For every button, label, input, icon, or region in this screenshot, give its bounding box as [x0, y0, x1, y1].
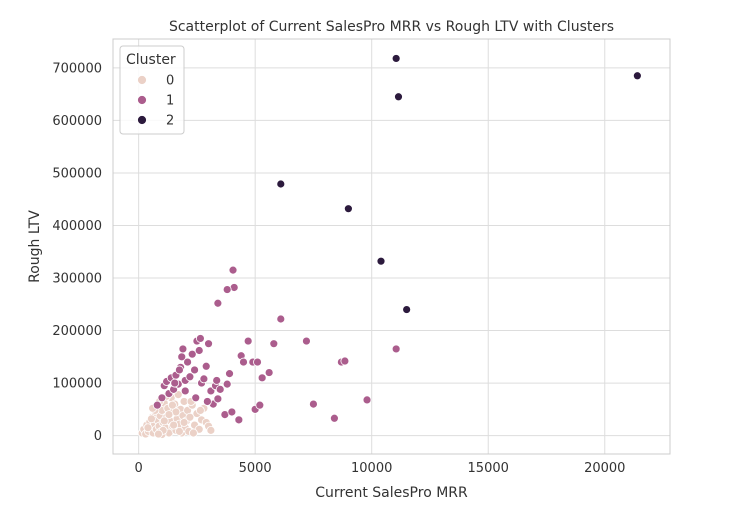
y-tick-label: 400000	[52, 219, 102, 234]
data-point-cluster-1	[362, 395, 372, 405]
data-point-cluster-0	[195, 405, 205, 415]
data-point-cluster-1	[228, 265, 238, 275]
data-point-cluster-2	[402, 305, 412, 314]
data-point-cluster-1	[204, 339, 213, 349]
data-point-cluster-1	[187, 349, 197, 359]
data-point-cluster-1	[340, 356, 350, 366]
data-point-cluster-0	[169, 420, 178, 430]
data-point-cluster-1	[391, 344, 401, 354]
x-tick-label: 10000	[351, 461, 392, 476]
data-point-cluster-1	[201, 361, 211, 371]
data-point-cluster-1	[185, 372, 195, 382]
data-point-cluster-1	[195, 334, 205, 343]
plot-frame	[112, 38, 671, 455]
data-point-cluster-2	[343, 204, 353, 214]
data-point-cluster-2	[376, 256, 386, 266]
data-point-cluster-1	[213, 298, 223, 308]
data-point-cluster-1	[157, 393, 167, 403]
legend-label-2: 2	[166, 114, 174, 129]
data-point-cluster-0	[143, 423, 153, 433]
data-point-cluster-1	[253, 357, 262, 367]
legend: Cluster 0 1 2	[119, 45, 185, 135]
x-axis-label: Current SalesPro MRR	[315, 485, 468, 501]
data-point-cluster-1	[194, 346, 204, 355]
data-point-cluster-0	[175, 427, 184, 436]
legend-label-1: 1	[166, 94, 174, 109]
data-point-cluster-1	[239, 357, 248, 367]
data-point-cluster-0	[185, 412, 195, 422]
data-point-cluster-1	[222, 379, 232, 389]
data-point-cluster-0	[147, 414, 156, 424]
data-point-cluster-1	[255, 400, 265, 410]
data-point-cluster-1	[302, 336, 311, 346]
data-point-cluster-0	[206, 425, 216, 435]
data-point-cluster-0	[189, 428, 198, 438]
data-point-cluster-1	[330, 413, 339, 423]
y-tick-label: 500000	[52, 166, 102, 181]
y-tick-label: 600000	[52, 114, 102, 129]
data-point-cluster-1	[199, 374, 209, 384]
data-point-cluster-1	[180, 386, 190, 396]
data-point-cluster-1	[257, 373, 267, 383]
chart-title: Scatterplot of Current SalesPro MRR vs R…	[169, 19, 614, 35]
legend-marker-0	[137, 75, 147, 85]
data-point-cluster-1	[152, 400, 162, 410]
data-point-cluster-2	[391, 54, 401, 63]
data-point-cluster-1	[227, 407, 237, 417]
x-tick-label: 5000	[239, 461, 272, 476]
data-point-cluster-1	[183, 357, 192, 367]
x-tick-label: 0	[134, 461, 142, 476]
data-point-cluster-1	[202, 397, 212, 406]
data-point-cluster-1	[309, 399, 318, 409]
data-point-cluster-2	[394, 92, 403, 102]
data-point-cluster-0	[164, 410, 174, 420]
data-points	[137, 54, 642, 439]
y-tick-label: 200000	[52, 324, 102, 339]
data-point-cluster-1	[269, 339, 279, 349]
data-point-cluster-0	[168, 400, 177, 410]
y-tick-label: 300000	[52, 272, 102, 287]
data-point-cluster-1	[234, 415, 244, 425]
grid-lines	[113, 39, 670, 454]
data-point-cluster-2	[632, 71, 642, 81]
data-point-cluster-0	[179, 418, 189, 427]
data-point-cluster-2	[276, 179, 286, 189]
data-point-cluster-1	[264, 368, 274, 377]
data-point-cluster-1	[225, 369, 234, 379]
data-point-cluster-1	[178, 344, 188, 354]
data-point-cluster-1	[243, 336, 253, 346]
data-point-cluster-1	[191, 393, 201, 403]
y-tick-label: 0	[94, 429, 102, 444]
legend-label-0: 0	[166, 74, 174, 89]
axis-ticks: 0 5000 10000 15000 2000001000002000003000004…	[52, 61, 625, 476]
legend-box	[119, 45, 185, 135]
legend-marker-2	[137, 115, 147, 125]
data-point-cluster-0	[154, 429, 163, 439]
y-axis-label: Rough LTV	[27, 210, 43, 283]
y-tick-label: 700000	[52, 61, 102, 76]
y-tick-label: 100000	[52, 377, 102, 392]
data-point-cluster-1	[190, 365, 199, 375]
legend-title: Cluster	[126, 52, 176, 68]
data-point-cluster-1	[175, 365, 184, 375]
data-point-cluster-1	[276, 314, 286, 324]
data-point-cluster-1	[212, 376, 222, 385]
data-point-cluster-1	[170, 378, 180, 388]
legend-marker-1	[137, 95, 147, 105]
data-point-cluster-0	[159, 416, 169, 426]
data-point-cluster-1	[222, 285, 232, 294]
x-tick-label: 15000	[468, 461, 509, 476]
x-tick-label: 20000	[584, 461, 625, 476]
data-point-cluster-1	[215, 384, 225, 394]
data-point-cluster-1	[213, 394, 223, 404]
